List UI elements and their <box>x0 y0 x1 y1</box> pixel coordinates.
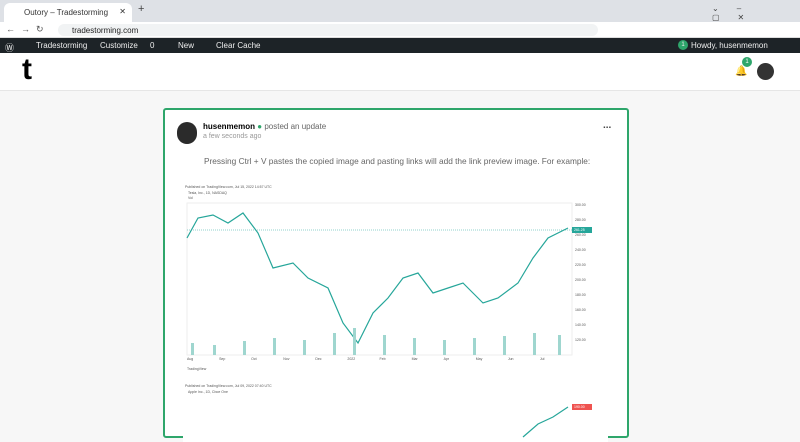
post-card: husenmemon ● posted an update a few seco… <box>163 108 629 442</box>
volume <box>191 328 561 355</box>
avatar[interactable] <box>757 63 774 80</box>
more-menu[interactable]: ... <box>603 120 612 131</box>
axis-label: Sep <box>219 357 226 361</box>
chart-drawing <box>522 404 592 438</box>
axis-label: Oct <box>251 357 257 361</box>
post-meta: husenmemon ● posted an update <box>203 122 327 131</box>
symbol: Apple Inc., 1D, Cboe One <box>188 390 228 394</box>
close-tab[interactable]: ✕ <box>119 7 126 16</box>
last-price-tag <box>572 227 592 233</box>
axis-label: 260.00 <box>575 233 586 237</box>
axis-label: Aug <box>187 357 194 361</box>
axis-label: 160.00 <box>575 308 586 312</box>
url: tradestorming.com <box>72 26 139 35</box>
nav-buttons[interactable]: ←→↻ <box>6 24 50 34</box>
author[interactable]: husenmemon <box>203 122 256 131</box>
published: Published on TradingView.com, Jul 09, 20… <box>185 384 272 388</box>
time: a few seconds ago <box>203 133 262 140</box>
axis-label: Nov <box>283 357 290 361</box>
axis-label: 140.00 <box>575 323 586 327</box>
tab-title: Outory – Tradestorming <box>24 8 109 17</box>
customize[interactable]: Customize <box>100 41 138 50</box>
wp-logo[interactable]: Ⓦ <box>5 43 15 53</box>
axis-label: Jun <box>507 357 514 361</box>
tab-bar <box>0 0 800 22</box>
axis-label: Jul <box>539 357 545 361</box>
bell[interactable]: 🔔 <box>735 66 748 77</box>
site-header: t 🔔 1 <box>0 53 800 91</box>
price-axis: 300.00 280.00 260.00 240.00 220.00 200.00 180.… <box>575 203 605 353</box>
axis-label: 2022 <box>347 357 356 361</box>
axis-label: 120.00 <box>575 338 586 342</box>
price-line <box>522 406 569 438</box>
notification-badge: 1 <box>742 57 752 67</box>
time-axis: Aug Sep Oct Nov Dec 2022 Feb Mar Apr May Jun Jul <box>187 357 572 363</box>
axis-label: May <box>475 357 483 361</box>
axis-label: 180.00 <box>575 293 586 297</box>
axis-label: 200.00 <box>575 278 586 282</box>
chart-image-2[interactable]: Published on TradingView.com, Jul 09, 20… <box>183 382 608 442</box>
axis-label: 280.00 <box>575 218 586 222</box>
brand: TradingView <box>187 367 207 371</box>
tab[interactable]: Outory – Tradestorming ✕ <box>4 3 132 22</box>
howdy[interactable]: Howdy, husenmemon <box>691 41 768 50</box>
plot-area <box>186 202 573 356</box>
badge: 1 <box>678 40 688 50</box>
last-price: 261.25 <box>574 228 585 232</box>
address-bar[interactable]: tradestorming.com <box>58 24 598 36</box>
axis-label: 220.00 <box>575 263 586 267</box>
vol: Vol <box>188 196 193 200</box>
new[interactable]: New <box>178 41 195 50</box>
chart-image[interactable]: Published on TradingView.com, Jul 15, 20… <box>183 183 608 378</box>
action: posted an update <box>264 122 327 131</box>
author-avatar[interactable] <box>177 122 197 144</box>
axis-label: Dec <box>315 357 322 361</box>
clear-cache[interactable]: Clear Cache <box>216 41 261 50</box>
axis-label: Feb <box>379 357 386 361</box>
axis-label: 300.00 <box>575 203 586 207</box>
axis-label: 240.00 <box>575 248 586 252</box>
new-tab[interactable]: + <box>138 3 145 15</box>
axis-label: Mar <box>411 357 418 361</box>
published: Published on TradingView.com, Jul 15, 20… <box>185 185 272 189</box>
symbol: Tesla, Inc., 1D, NASDAQ <box>188 191 227 195</box>
axis-label: Apr <box>443 357 450 361</box>
comments[interactable]: 0 <box>150 41 155 50</box>
chart-drawing <box>186 202 592 356</box>
last-price: 190.00 <box>574 405 585 409</box>
site-link[interactable]: Tradestorming <box>36 41 88 50</box>
last-price-tag <box>572 404 592 410</box>
logo[interactable]: t <box>22 53 32 86</box>
window-controls[interactable]: ⌄–▢✕ <box>712 4 763 22</box>
price-line <box>186 212 569 345</box>
post-text: Pressing Ctrl + V pastes the copied imag… <box>204 156 591 166</box>
admin-bar: Ⓦ Tradestorming Customize 0 New Clear Ca… <box>0 38 800 53</box>
